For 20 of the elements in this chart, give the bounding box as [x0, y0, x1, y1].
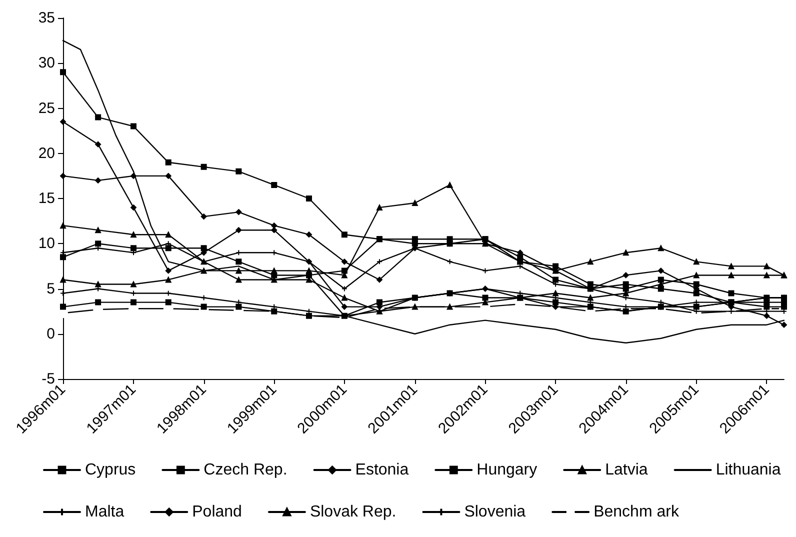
legend-label: Lithuania	[716, 462, 781, 478]
legend-label: Poland	[192, 504, 242, 520]
legend-label: Slovak Rep.	[310, 504, 396, 520]
y-tick-label: 25	[38, 100, 55, 117]
y-tick-label: 30	[38, 54, 55, 72]
legend-label: Estonia	[355, 462, 409, 478]
legend-label: Hungary	[476, 462, 538, 478]
y-tick-label: 0	[46, 325, 55, 342]
legend-label: Cyprus	[85, 462, 136, 478]
y-tick-label: 35	[38, 10, 55, 26]
y-tick-label: 15	[38, 190, 55, 207]
legend-label: Slovenia	[464, 504, 526, 520]
legend-label: Czech Rep.	[204, 462, 288, 478]
legend-label: Latvia	[605, 462, 648, 478]
y-tick-label: 10	[38, 235, 55, 252]
y-tick-label: 20	[38, 144, 55, 162]
y-tick-label: 5	[46, 280, 55, 298]
legend-label: Malta	[85, 504, 124, 520]
legend-label: Benchm ark	[594, 504, 680, 520]
y-tick-label: -5	[42, 370, 55, 388]
